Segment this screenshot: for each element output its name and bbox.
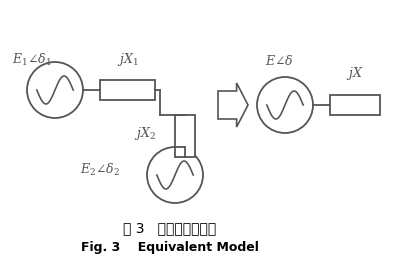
Text: $jX_2$: $jX_2$ xyxy=(134,125,156,141)
Bar xyxy=(330,95,380,115)
Text: $jX_1$: $jX_1$ xyxy=(117,51,139,68)
Bar xyxy=(175,115,195,157)
Bar xyxy=(100,80,155,100)
Text: $jX$: $jX$ xyxy=(346,65,364,82)
Text: $E\angle\delta$: $E\angle\delta$ xyxy=(265,54,294,68)
Text: Fig. 3    Equivalent Model: Fig. 3 Equivalent Model xyxy=(81,242,259,254)
Text: $E_1\angle\delta_1$: $E_1\angle\delta_1$ xyxy=(12,52,51,68)
Text: 图 3   戴维南等值结构: 图 3 戴维南等值结构 xyxy=(124,221,217,235)
Polygon shape xyxy=(218,83,248,127)
Text: $E_2\angle\delta_2$: $E_2\angle\delta_2$ xyxy=(80,162,120,178)
